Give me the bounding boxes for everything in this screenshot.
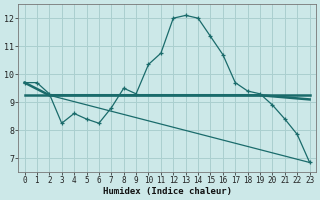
X-axis label: Humidex (Indice chaleur): Humidex (Indice chaleur) xyxy=(103,187,232,196)
